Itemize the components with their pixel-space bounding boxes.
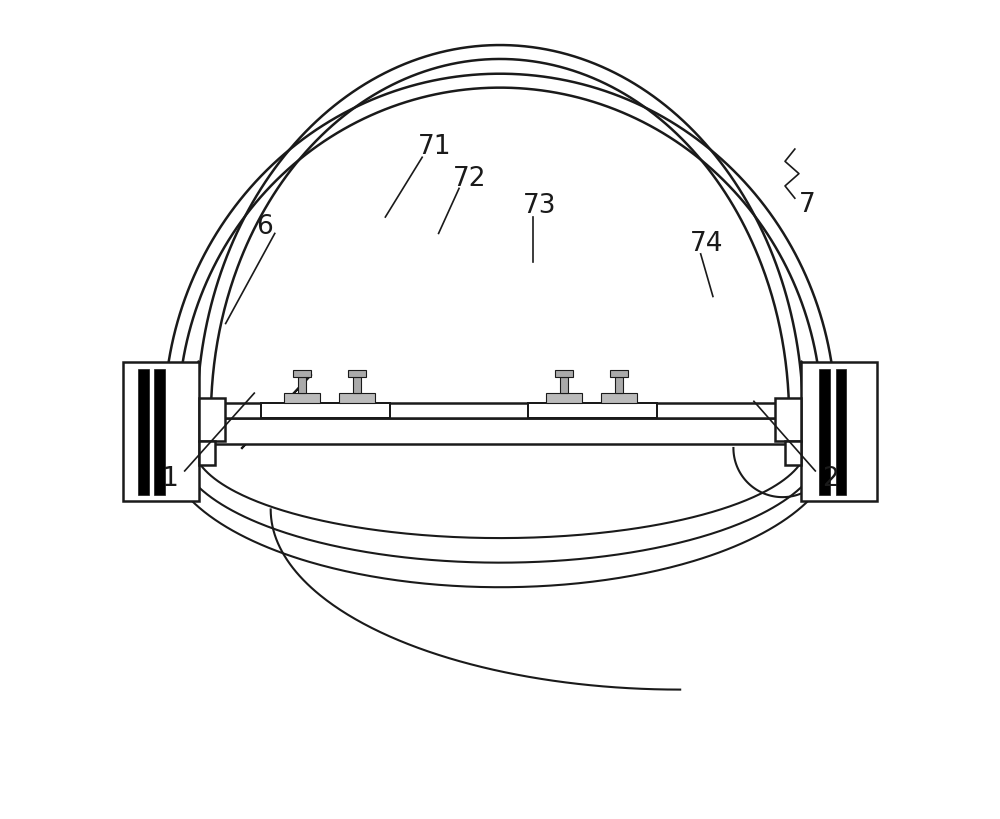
Bar [610, 370, 628, 377]
Bar [164, 418, 836, 444]
Text: 2: 2 [822, 466, 838, 492]
Bar [138, 369, 149, 495]
Bar [199, 398, 225, 441]
Bar [775, 398, 801, 441]
Bar [353, 377, 361, 393]
Bar [819, 369, 830, 495]
Bar [555, 370, 573, 377]
Bar [615, 377, 623, 393]
Bar [293, 370, 311, 377]
Text: 73: 73 [523, 193, 556, 219]
Bar [560, 377, 568, 393]
Text: 6: 6 [256, 214, 273, 240]
Text: 1: 1 [162, 466, 178, 492]
Bar [785, 441, 801, 465]
Bar [284, 393, 320, 403]
Bar [801, 362, 877, 501]
Bar [836, 369, 846, 495]
Text: 72: 72 [453, 165, 486, 192]
Bar [601, 393, 637, 403]
Text: 7: 7 [799, 192, 816, 218]
Bar [223, 403, 777, 418]
Bar [261, 403, 390, 418]
Text: 71: 71 [418, 134, 451, 161]
Bar [123, 362, 199, 501]
Bar [154, 369, 165, 495]
Bar [528, 403, 657, 418]
Bar [298, 377, 306, 393]
Text: 74: 74 [690, 231, 723, 257]
Bar [348, 370, 366, 377]
Bar [546, 393, 582, 403]
Bar [339, 393, 375, 403]
Bar [199, 441, 215, 465]
